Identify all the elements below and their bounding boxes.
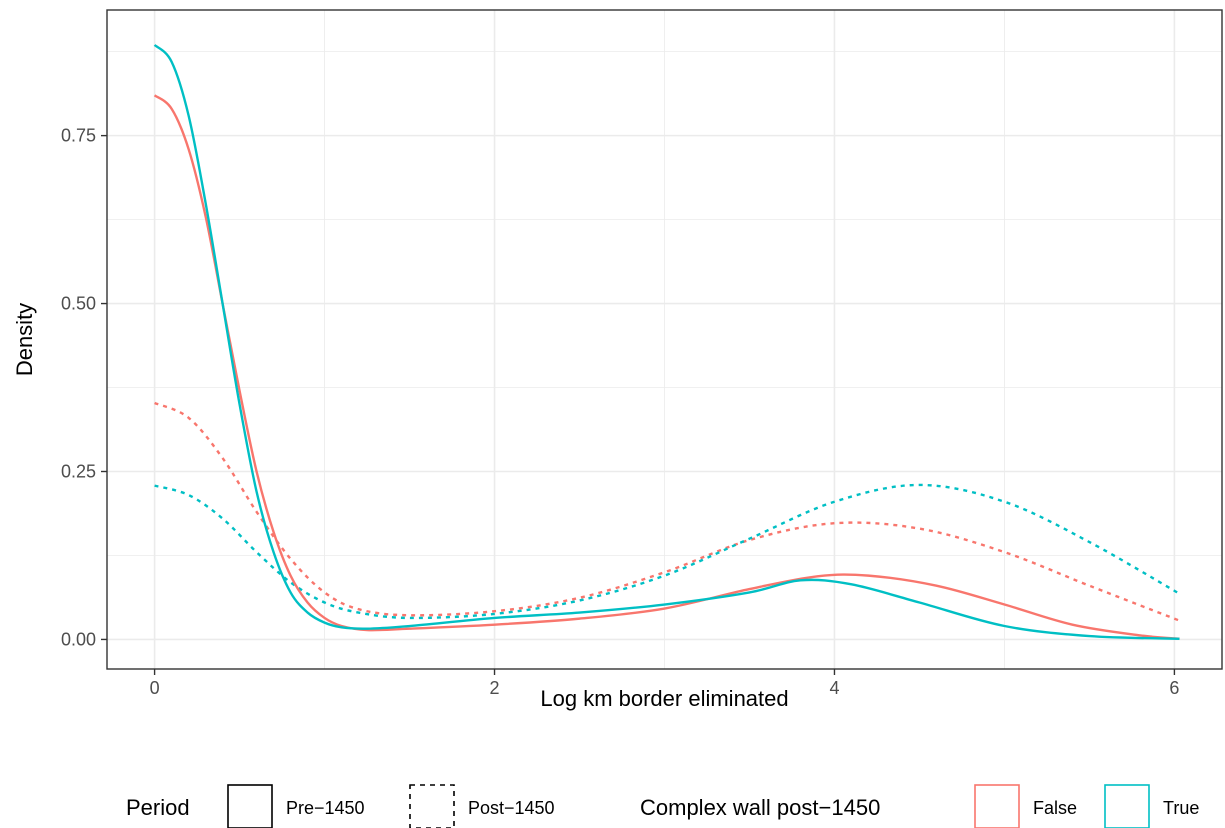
legend-title-complex-wall: Complex wall post−1450 <box>640 795 880 820</box>
series-lines <box>153 43 1181 640</box>
legend-title-period: Period <box>126 795 190 820</box>
x-tick-label: 6 <box>1169 678 1179 698</box>
legend-label-pre-1450: Pre−1450 <box>286 798 365 818</box>
minor-gridlines <box>107 10 1222 669</box>
x-tick-label: 2 <box>490 678 500 698</box>
legend-label-false: False <box>1033 798 1077 818</box>
series-line-true-pre-1450 <box>153 43 1180 640</box>
x-axis-title: Log km border eliminated <box>540 686 788 711</box>
major-gridlines <box>107 10 1222 669</box>
y-tick-label: 0.75 <box>61 126 96 146</box>
y-tick-label: 0.50 <box>61 294 96 314</box>
y-axis-title: Density <box>12 303 37 376</box>
y-tick-label: 0.25 <box>61 462 96 482</box>
legend-key-true <box>1104 784 1150 828</box>
legend-label-true: True <box>1163 798 1199 818</box>
x-tick-label: 0 <box>150 678 160 698</box>
y-tick-label: 0.00 <box>61 629 96 649</box>
legend: Period Pre−1450 Post−1450 Complex wall p… <box>126 784 1199 828</box>
legend-label-post-1450: Post−1450 <box>468 798 555 818</box>
series-line-false-post-1450 <box>154 401 1180 622</box>
legend-key-pre-1450 <box>227 784 273 828</box>
legend-key-post-1450 <box>409 784 455 828</box>
x-tick-label: 4 <box>829 678 839 698</box>
legend-key-false <box>974 784 1020 828</box>
axis-ticks: 0 2 4 6 0.00 0.25 0.50 0.75 <box>61 126 1179 698</box>
plot-border <box>106 9 1223 670</box>
